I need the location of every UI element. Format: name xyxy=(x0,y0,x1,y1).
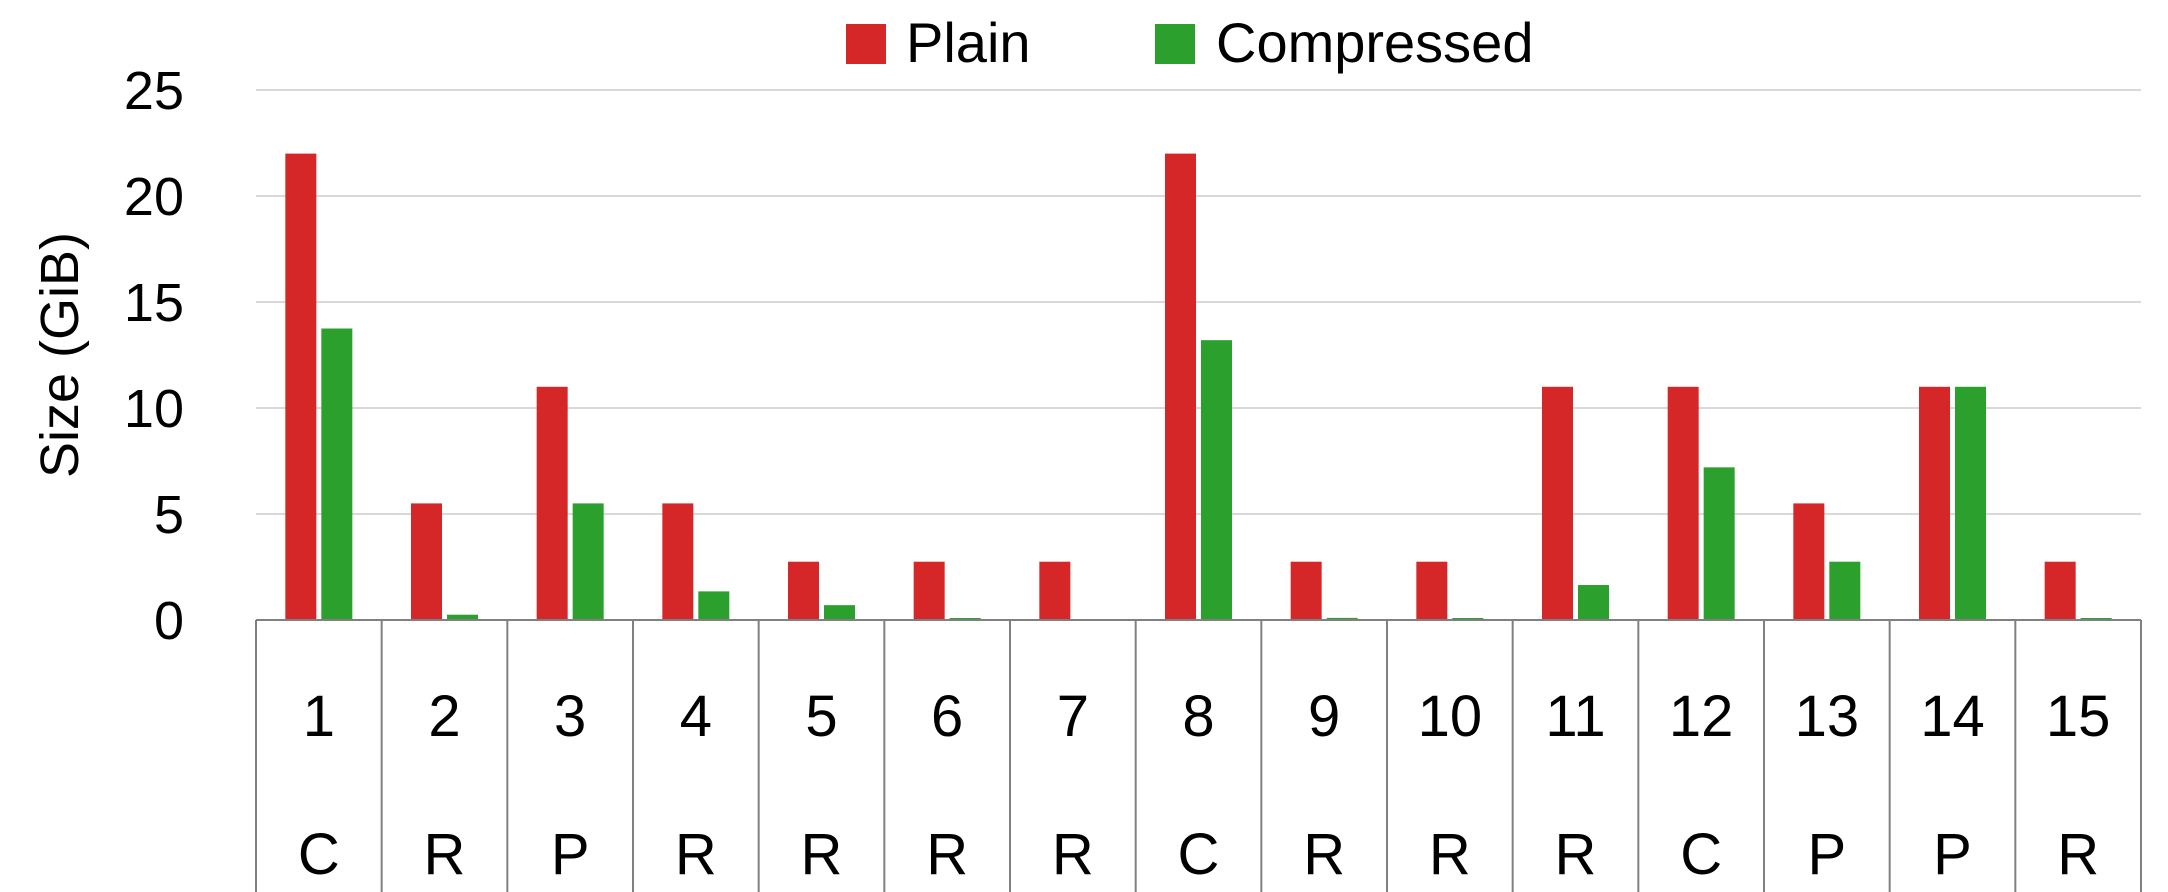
bar-plain-6 xyxy=(913,561,945,620)
x-tick-label: 3 xyxy=(554,684,586,749)
bar-plain-11 xyxy=(1542,386,1573,620)
x-group-label: C xyxy=(1680,822,1722,887)
bar-compressed-2 xyxy=(447,614,478,620)
x-tick-label: 8 xyxy=(1182,684,1214,749)
bar-compressed-3 xyxy=(572,503,604,620)
x-group-label: R xyxy=(675,822,717,887)
x-tick-label: 14 xyxy=(1920,684,1985,749)
bar-plain-9 xyxy=(1290,561,1322,620)
bar-plain-8 xyxy=(1165,153,1196,620)
bar-plain-1 xyxy=(285,153,317,620)
x-group-label: R xyxy=(1429,822,1471,887)
bar-compressed-14 xyxy=(1955,386,1986,620)
legend: Plain Compressed xyxy=(846,11,1533,74)
bar-plain-13 xyxy=(1793,503,1825,620)
y-tick-label: 25 xyxy=(124,61,184,121)
x-tick-label: 12 xyxy=(1669,684,1734,749)
bar-compressed-5 xyxy=(824,605,855,620)
legend-label-compressed: Compressed xyxy=(1216,11,1533,74)
x-group-label: R xyxy=(2057,822,2099,887)
x-group-label: C xyxy=(298,822,340,887)
x-group-label: R xyxy=(926,822,968,887)
y-axis-title: Size (GiB) xyxy=(30,232,90,478)
legend-swatch-compressed xyxy=(1155,24,1195,64)
x-tick-label: 4 xyxy=(680,684,712,749)
bar-plain-3 xyxy=(536,386,568,620)
bar-plain-14 xyxy=(1919,386,1950,620)
y-tick-label: 20 xyxy=(124,167,184,227)
y-tick-label: 10 xyxy=(124,379,184,439)
x-tick-label: 5 xyxy=(805,684,837,749)
bar-plain-7 xyxy=(1039,561,1071,620)
y-tick-label: 15 xyxy=(124,273,184,333)
x-tick-label: 2 xyxy=(428,684,460,749)
bar-plain-10 xyxy=(1416,561,1448,620)
bar-compressed-13 xyxy=(1829,561,1861,620)
y-tick-labels: 0 5 10 15 20 25 xyxy=(124,61,184,651)
bar-plain-4 xyxy=(662,503,694,620)
bars xyxy=(285,153,2112,620)
bar-compressed-9 xyxy=(1326,617,1358,620)
x-group-label: R xyxy=(424,822,466,887)
legend-label-plain: Plain xyxy=(906,11,1031,74)
x-tick-label: 13 xyxy=(1795,684,1860,749)
x-tick-label: 10 xyxy=(1418,684,1483,749)
bar-compressed-1 xyxy=(321,328,353,620)
bar-compressed-11 xyxy=(1578,585,1609,620)
x-tick-label: 6 xyxy=(931,684,963,749)
x-group-label: R xyxy=(1052,822,1094,887)
bar-compressed-12 xyxy=(1703,467,1735,620)
x-group-label: P xyxy=(1807,822,1846,887)
x-group-label: R xyxy=(1303,822,1345,887)
x-group-label: C xyxy=(1178,822,1220,887)
bar-plain-12 xyxy=(1667,386,1699,620)
y-tick-label: 5 xyxy=(154,485,184,545)
x-group-label: R xyxy=(1555,822,1597,887)
bar-plain-2 xyxy=(411,503,442,620)
bar-compressed-4 xyxy=(698,591,730,620)
bar-plain-15 xyxy=(2044,561,2076,620)
x-group-label: P xyxy=(551,822,590,887)
gridlines xyxy=(256,89,2141,515)
x-group-label: P xyxy=(1933,822,1972,887)
x-tick-label: 1 xyxy=(303,684,335,749)
bar-compressed-8 xyxy=(1201,340,1232,620)
x-tick-label: 9 xyxy=(1308,684,1340,749)
legend-swatch-plain xyxy=(846,24,886,64)
x-tick-label: 15 xyxy=(2046,684,2111,749)
x-tick-label: 11 xyxy=(1545,684,1605,749)
y-tick-label: 0 xyxy=(154,591,184,651)
x-group-label: R xyxy=(801,822,843,887)
x-tick-label: 7 xyxy=(1057,684,1089,749)
bar-plain-5 xyxy=(788,561,819,620)
x-axis-table: 1 C 2 R 3 P 4 R 5 R 6 R 7 R 8 C 9 R 10 R 11 R 12 C 13 P 14 P 15 R xyxy=(255,619,2142,892)
